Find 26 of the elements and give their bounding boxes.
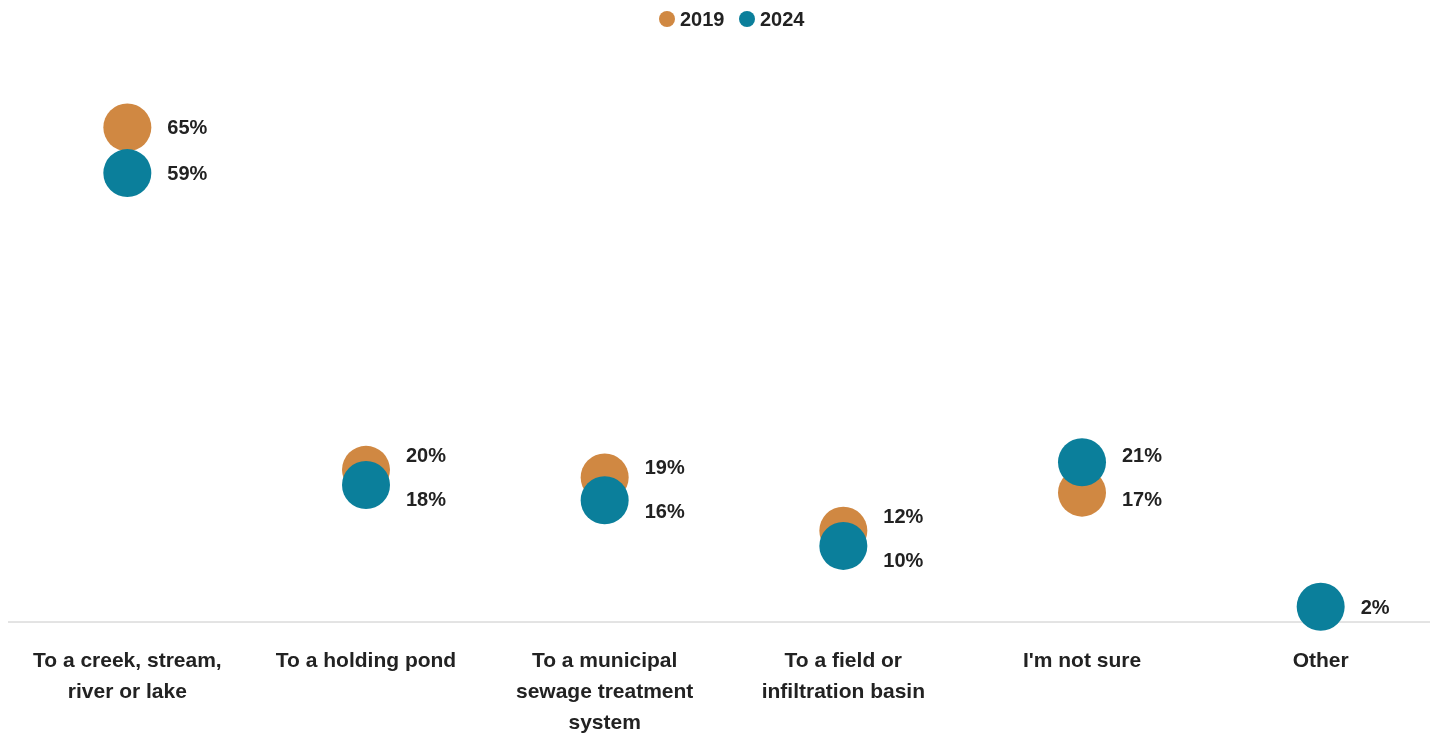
x-tick-label: To a holding pond bbox=[275, 648, 457, 671]
point bbox=[342, 461, 390, 510]
point bbox=[819, 521, 868, 570]
x-tick-label: I'm not sure bbox=[1022, 648, 1142, 671]
x-tick-label: To a municipal sewage treatment system bbox=[515, 648, 694, 733]
x-tick-label: To a creek, stream, river or lake bbox=[32, 648, 222, 702]
legend-label: 2019 bbox=[680, 8, 725, 30]
data-label: 20% bbox=[406, 444, 447, 467]
point bbox=[103, 103, 152, 152]
data-label: 10% bbox=[883, 549, 924, 572]
data-label: 17% bbox=[1122, 488, 1163, 511]
data-label: 65% bbox=[167, 116, 208, 139]
data-label: 16% bbox=[644, 499, 685, 522]
data-label: 21% bbox=[1122, 444, 1163, 467]
point bbox=[1296, 582, 1345, 631]
data-label: 2% bbox=[1360, 595, 1390, 618]
data-label: 19% bbox=[644, 455, 685, 478]
legend-label: 2024 bbox=[760, 8, 806, 30]
data-label: 59% bbox=[167, 162, 208, 185]
data-label: 18% bbox=[406, 488, 447, 511]
point bbox=[580, 476, 629, 525]
point bbox=[1058, 438, 1106, 487]
data-label: 12% bbox=[883, 505, 924, 528]
point bbox=[103, 149, 152, 198]
x-tick-label: Other bbox=[1292, 648, 1349, 671]
x-tick-label: To a field or infiltration basin bbox=[761, 648, 926, 702]
